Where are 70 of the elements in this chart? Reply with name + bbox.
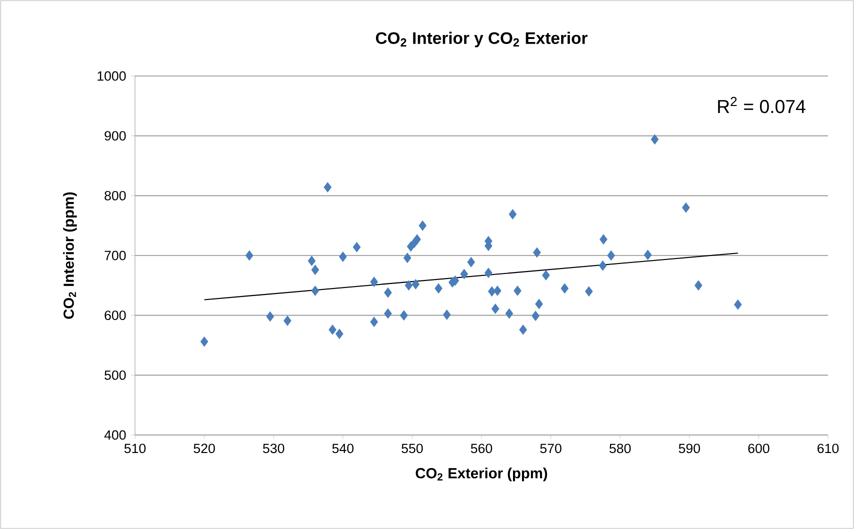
point — [533, 247, 541, 258]
y-tick-label: 600 — [104, 310, 126, 320]
point — [352, 242, 361, 252]
point — [488, 286, 496, 296]
x-tick-label: 570 — [540, 444, 562, 454]
point — [412, 279, 420, 290]
y-tick-label: 800 — [104, 190, 126, 200]
point — [384, 288, 392, 298]
point — [336, 328, 344, 339]
x-tick-label: 550 — [402, 444, 423, 454]
point — [245, 250, 254, 261]
point — [505, 308, 514, 319]
x-tick-label: 580 — [610, 444, 631, 454]
point — [370, 276, 378, 287]
chart-title: CO$_{2}$ Interior y CO$_{2}$ Exterior — [376, 32, 588, 48]
x-tick-label: 520 — [194, 444, 215, 454]
point — [644, 250, 652, 260]
annotation: R$^{2}$ = 0.074 — [718, 96, 806, 114]
point — [491, 304, 500, 314]
point — [532, 310, 540, 322]
point — [460, 268, 468, 280]
point — [467, 257, 475, 268]
point — [682, 202, 690, 213]
point — [284, 316, 292, 326]
point — [384, 308, 392, 319]
x-tick-label: 540 — [332, 444, 354, 454]
point — [339, 252, 347, 262]
point — [694, 280, 702, 290]
point — [542, 270, 550, 280]
point — [560, 283, 569, 294]
y-tick-label: 500 — [104, 370, 126, 380]
x-tick-label: 610 — [818, 444, 839, 454]
point — [418, 220, 426, 231]
point — [266, 311, 274, 322]
point — [311, 264, 320, 275]
point — [404, 280, 413, 290]
x-tick-label: 560 — [470, 444, 492, 454]
point — [734, 299, 742, 310]
point — [413, 234, 421, 244]
x-tick-label: 600 — [748, 444, 770, 454]
point — [514, 286, 522, 296]
y-tick-label: 400 — [104, 430, 126, 440]
point — [434, 283, 442, 294]
point — [535, 298, 543, 310]
y-axis-title: CO$_{2}$ Interior (ppm) — [63, 192, 77, 319]
y-tick-label: 1000 — [98, 71, 126, 81]
x-tick-label: 510 — [124, 444, 146, 454]
point — [508, 209, 517, 220]
point — [494, 286, 502, 296]
y-tick-label: 900 — [104, 131, 126, 141]
point — [370, 316, 378, 327]
y-tick-label: 700 — [104, 250, 126, 260]
point — [519, 324, 527, 335]
x-tick-label: 530 — [263, 444, 284, 454]
point — [484, 268, 492, 278]
point — [311, 286, 320, 296]
point — [650, 134, 659, 144]
point — [328, 324, 336, 335]
point — [442, 310, 451, 320]
point — [585, 286, 593, 296]
point — [600, 234, 608, 244]
point — [400, 310, 408, 320]
point — [200, 336, 208, 347]
point — [324, 182, 332, 192]
point — [403, 252, 412, 263]
x-axis-title: CO$_{2}$ Exterior (ppm) — [416, 468, 548, 482]
point — [308, 256, 316, 266]
point — [607, 250, 615, 261]
point — [598, 260, 607, 271]
x-tick-label: 590 — [678, 444, 700, 454]
